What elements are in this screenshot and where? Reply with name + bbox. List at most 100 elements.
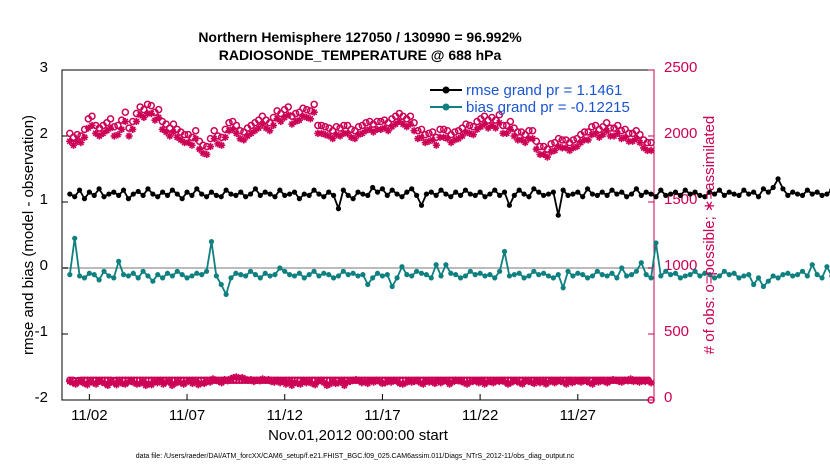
bias-point: [81, 275, 88, 281]
rmse-point: [345, 192, 351, 198]
legend: rmse grand pr = 1.1461 bias grand pr = -…: [430, 82, 630, 116]
bias-point: [648, 275, 654, 281]
rmse-point: [736, 192, 742, 198]
left-tick-label: -1: [35, 323, 48, 340]
obs-assimilated-point: [118, 125, 126, 133]
rmse-point: [799, 192, 806, 198]
rmse-point: [604, 192, 610, 198]
rmse-point: [135, 188, 141, 195]
rmse-point: [277, 187, 283, 193]
obs-low-assimilated-point: [86, 377, 94, 386]
bias-point: [203, 268, 210, 274]
left-tick-label: 3: [40, 59, 48, 76]
obs-possible-point: [580, 128, 589, 136]
rmse-point: [218, 194, 224, 200]
x-tick-labels: 11/02 11/07 11/12 11/17 11/22 11/27: [71, 407, 596, 424]
obs-assimilated-point: [125, 132, 133, 140]
obs-assimilated-point: [543, 153, 552, 161]
bias-point: [604, 273, 610, 279]
bias-point: [555, 272, 561, 278]
obs-assimilated-point: [306, 115, 315, 123]
rmse-point: [379, 186, 386, 192]
x-tick-label: 11/27: [560, 407, 596, 424]
bias-point: [487, 272, 493, 278]
rmse-point: [404, 189, 410, 195]
obs-assimilated-point: [136, 111, 144, 119]
bias-point: [448, 270, 454, 276]
rmse-point: [775, 176, 781, 182]
rmse-point: [824, 191, 830, 197]
obs-possible-point: [506, 117, 515, 126]
obs-possible-point: [66, 129, 74, 138]
left-tick-label: 2: [40, 125, 48, 142]
rmse-point: [477, 189, 483, 195]
legend-bias-marker: [442, 103, 450, 111]
rmse-point: [438, 187, 444, 193]
obs-possible-point: [588, 123, 596, 131]
obs-possible-point: [295, 108, 304, 116]
rmse-point: [482, 194, 488, 200]
rmse-point: [140, 192, 146, 198]
rmse-point: [658, 187, 664, 193]
obs-possible-point: [88, 112, 96, 120]
obs-low-assimilated-point: [583, 377, 591, 386]
bias-point: [228, 275, 234, 281]
obs-possible-point: [465, 121, 474, 130]
bias-point: [101, 268, 107, 274]
bias-point: [799, 268, 806, 274]
obs-assimilated-point: [351, 135, 359, 143]
bias-point: [150, 278, 156, 284]
bias-point: [531, 268, 537, 274]
bias-point: [804, 273, 810, 279]
obs-possible-point: [143, 100, 152, 109]
obs-assimilated-point: [158, 125, 166, 133]
obs-assimilated-point: [188, 141, 196, 149]
bias-point: [384, 272, 390, 278]
rmse-point: [550, 189, 556, 195]
rmse-point: [599, 189, 605, 195]
obs-possible-point: [514, 128, 522, 136]
bias-point: [72, 235, 78, 241]
bias-point: [516, 270, 522, 276]
obs-possible-point: [647, 138, 655, 147]
obs-assimilated-point: [114, 131, 122, 139]
rmse-point: [653, 194, 659, 200]
bias-point: [330, 275, 337, 281]
rmse-point: [741, 187, 747, 193]
data-file-footnote: data file: /Users/raeder/DAI/ATM_forcXX/…: [136, 453, 575, 460]
bias-point: [765, 278, 771, 284]
obs-possible-point: [354, 123, 363, 131]
rmse-point: [145, 186, 151, 192]
bias-point: [130, 270, 136, 276]
bias-point: [428, 275, 434, 281]
obs-assimilated-point: [532, 145, 540, 153]
rmse-point: [399, 194, 405, 200]
obs-assimilated-point: [636, 139, 644, 147]
right-tick-label: 2000: [664, 125, 697, 142]
chart-subtitle: RADIOSONDE_TEMPERATURE @ 688 hPa: [219, 47, 502, 63]
rmse-point: [389, 187, 395, 193]
rmse-point: [169, 187, 175, 193]
bias-point: [306, 272, 312, 278]
bias-point: [145, 273, 151, 279]
bias-point: [462, 273, 469, 279]
obs-assimilated-point: [88, 121, 96, 130]
obs-possible-point: [106, 115, 115, 123]
obs-possible-point: [228, 117, 237, 126]
obs-possible-point: [321, 123, 330, 131]
bias-point: [536, 272, 542, 278]
obs-possible-point: [310, 100, 318, 109]
rmse-point: [194, 186, 200, 192]
rmse-point: [130, 191, 136, 197]
obs-possible-point: [439, 125, 448, 134]
bias-point: [594, 268, 600, 274]
rmse-point: [609, 187, 615, 193]
bias-point: [501, 248, 508, 255]
rmse-point: [633, 186, 640, 192]
rmse-point: [360, 191, 366, 197]
obs-possible-point: [613, 121, 622, 130]
bias-point: [287, 272, 293, 278]
bias-point: [311, 268, 317, 274]
obs-possible-point: [299, 104, 307, 113]
right-tick-label: 500: [664, 323, 689, 340]
